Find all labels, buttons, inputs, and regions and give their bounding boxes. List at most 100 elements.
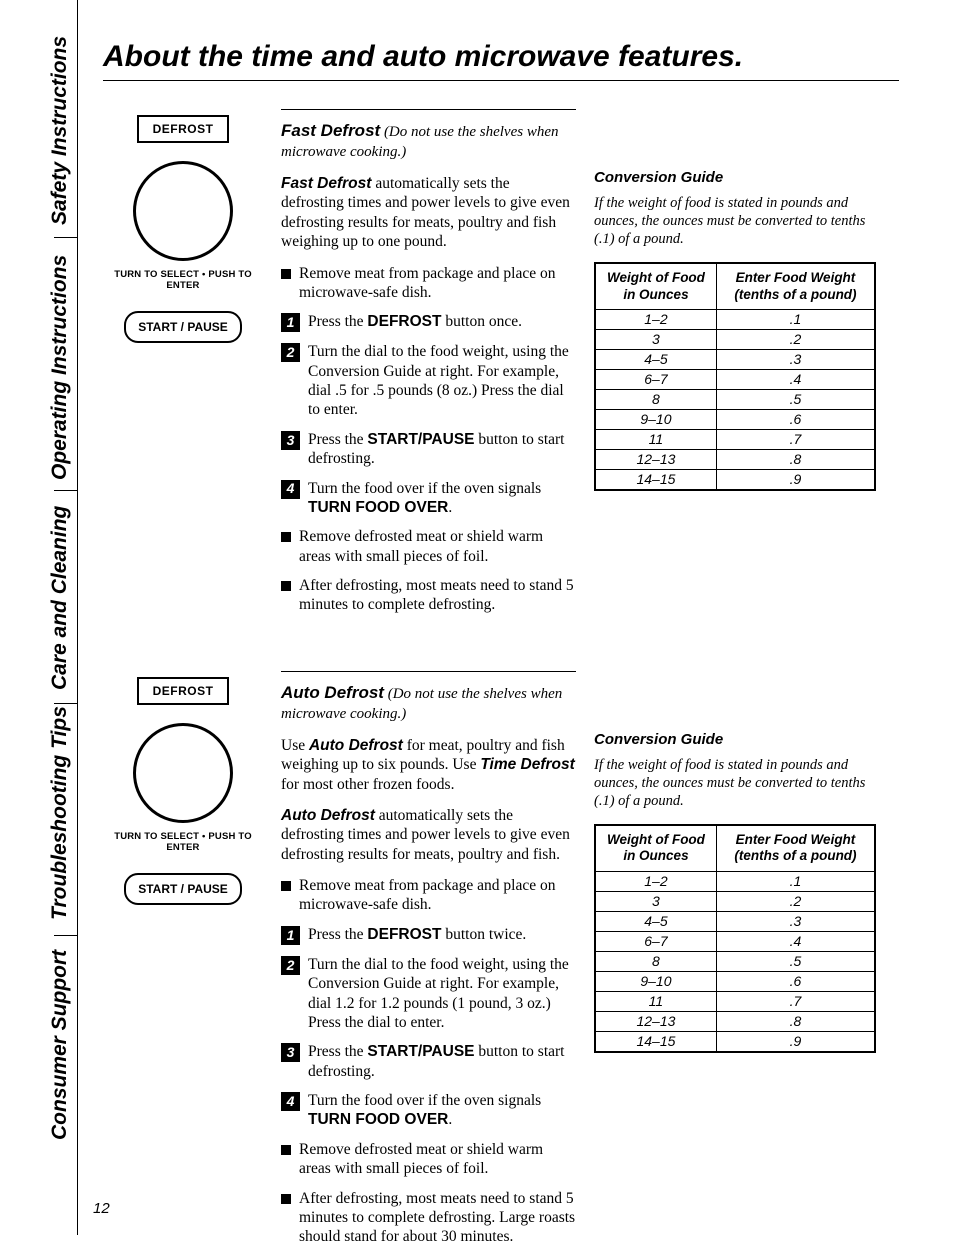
- instruction-bullet: Remove defrosted meat or shield warm are…: [281, 1140, 576, 1179]
- bullet-text: Remove defrosted meat or shield warm are…: [299, 1140, 576, 1179]
- table-row: 4–5.3: [595, 349, 875, 369]
- table-cell: 8: [595, 389, 716, 409]
- table-row: 11.7: [595, 991, 875, 1011]
- table-cell: 14–15: [595, 1031, 716, 1052]
- sidebar-tab: Operating Instructions: [48, 255, 72, 480]
- sidebar-tab: Care and Cleaning: [48, 506, 72, 690]
- instruction-bullet: Remove meat from package and place on mi…: [281, 876, 576, 915]
- square-bullet-icon: [281, 581, 291, 591]
- fast-pre-bullets: Remove meat from package and place on mi…: [281, 264, 576, 303]
- table-cell: .9: [716, 1031, 875, 1052]
- sidebar-divider: [54, 935, 78, 936]
- numbered-step: 4 Turn the food over if the oven signals …: [281, 1091, 576, 1130]
- step-text: Turn the dial to the food weight, using …: [308, 342, 576, 420]
- table-cell: 1–2: [595, 309, 716, 329]
- table-cell: 9–10: [595, 971, 716, 991]
- step-number-icon: 1: [281, 926, 300, 945]
- table-row: 3.2: [595, 891, 875, 911]
- table-header: Weight of Food in Ounces: [595, 825, 716, 871]
- instruction-bullet: After defrosting, most meats need to sta…: [281, 576, 576, 615]
- numbered-step: 2Turn the dial to the food weight, using…: [281, 342, 576, 420]
- table-row: 8.5: [595, 951, 875, 971]
- sidebar-tabs: Safety InstructionsOperating Instruction…: [0, 0, 78, 1235]
- table-cell: 3: [595, 891, 716, 911]
- auto-post-bullets: Remove defrosted meat or shield warm are…: [281, 1140, 576, 1247]
- sidebar-divider: [54, 490, 78, 491]
- conversion-guide-title: Conversion Guide: [594, 731, 876, 748]
- table-cell: .6: [716, 409, 875, 429]
- fast-heading: Fast Defrost: [281, 121, 380, 140]
- table-row: 1–2.1: [595, 309, 875, 329]
- square-bullet-icon: [281, 1145, 291, 1155]
- defrost-button-graphic: DEFROST: [137, 677, 230, 705]
- fast-instructions: Fast Defrost (Do not use the shelves whe…: [281, 109, 576, 625]
- fast-post-bullets: Remove defrosted meat or shield warm are…: [281, 527, 576, 615]
- table-cell: .5: [716, 951, 875, 971]
- table-cell: 3: [595, 329, 716, 349]
- page-number: 12: [93, 1200, 110, 1217]
- table-header: Enter Food Weight (tenths of a pound): [716, 825, 875, 871]
- square-bullet-icon: [281, 269, 291, 279]
- numbered-step: 1 Press the DEFROST button twice.: [281, 925, 576, 945]
- table-cell: .8: [716, 449, 875, 469]
- step-text: Press the DEFROST button once.: [308, 312, 522, 332]
- table-cell: 11: [595, 991, 716, 1011]
- table-row: 6–7.4: [595, 369, 875, 389]
- table-row: 3.2: [595, 329, 875, 349]
- table-row: 12–13.8: [595, 449, 875, 469]
- numbered-step: 3Press the START/PAUSE button to start d…: [281, 1042, 576, 1081]
- table-cell: .1: [716, 871, 875, 891]
- table-cell: 12–13: [595, 449, 716, 469]
- fast-steps: 1Press the DEFROST button once. 2Turn the…: [281, 312, 576, 517]
- table-cell: .2: [716, 329, 875, 349]
- table-row: 6–7.4: [595, 931, 875, 951]
- table-row: 14–15.9: [595, 1031, 875, 1052]
- square-bullet-icon: [281, 1194, 291, 1204]
- table-cell: 1–2: [595, 871, 716, 891]
- conversion-guide-note: If the weight of food is stated in pound…: [594, 756, 876, 810]
- numbered-step: 4 Turn the food over if the oven signals …: [281, 479, 576, 518]
- table-cell: .7: [716, 429, 875, 449]
- table-cell: .9: [716, 469, 875, 490]
- step-text: Press the START/PAUSE button to start de…: [308, 430, 576, 469]
- start-pause-button-graphic: START / PAUSE: [124, 873, 242, 905]
- step-text: Turn the dial to the food weight, using …: [308, 955, 576, 1033]
- table-cell: 14–15: [595, 469, 716, 490]
- auto-pre-bullets: Remove meat from package and place on mi…: [281, 876, 576, 915]
- table-cell: .1: [716, 309, 875, 329]
- bullet-text: Remove defrosted meat or shield warm are…: [299, 527, 576, 566]
- table-cell: 6–7: [595, 369, 716, 389]
- numbered-step: 3 Press the START/PAUSE button to start d…: [281, 430, 576, 469]
- table-cell: 12–13: [595, 1011, 716, 1031]
- bullet-text: After defrosting, most meats need to sta…: [299, 1189, 576, 1247]
- table-header: Enter Food Weight (tenths of a pound): [716, 263, 875, 309]
- sidebar-divider: [54, 237, 78, 238]
- table-cell: .3: [716, 349, 875, 369]
- step-number-icon: 3: [281, 431, 300, 450]
- page-title: About the time and auto microwave featur…: [103, 40, 899, 81]
- auto-conversion-column: Conversion Guide If the weight of food i…: [594, 671, 876, 1257]
- step-number-icon: 4: [281, 480, 300, 499]
- step-text: Turn the food over if the oven signals T…: [308, 479, 576, 518]
- bullet-text: Remove meat from package and place on mi…: [299, 876, 576, 915]
- bullet-text: After defrosting, most meats need to sta…: [299, 576, 576, 615]
- table-cell: .2: [716, 891, 875, 911]
- table-cell: .6: [716, 971, 875, 991]
- dial-instruction: TURN TO SELECT • PUSH TO ENTER: [103, 269, 263, 291]
- table-cell: 8: [595, 951, 716, 971]
- sidebar-tab: Consumer Support: [48, 950, 72, 1140]
- table-cell: .4: [716, 931, 875, 951]
- table-row: 11.7: [595, 429, 875, 449]
- numbered-step: 1Press the DEFROST button once.: [281, 312, 576, 332]
- table-row: 8.5: [595, 389, 875, 409]
- instruction-bullet: After defrosting, most meats need to sta…: [281, 1189, 576, 1247]
- step-text: Turn the food over if the oven signals T…: [308, 1091, 576, 1130]
- table-cell: .5: [716, 389, 875, 409]
- step-number-icon: 4: [281, 1092, 300, 1111]
- table-row: 9–10.6: [595, 409, 875, 429]
- auto-intro1: Use Auto Defrost for meat, poultry and f…: [281, 736, 576, 794]
- fast-intro: Fast Defrost automatically sets the defr…: [281, 174, 576, 252]
- start-pause-button-graphic: START / PAUSE: [124, 311, 242, 343]
- table-row: 14–15.9: [595, 469, 875, 490]
- step-text: Press the DEFROST button twice.: [308, 925, 526, 945]
